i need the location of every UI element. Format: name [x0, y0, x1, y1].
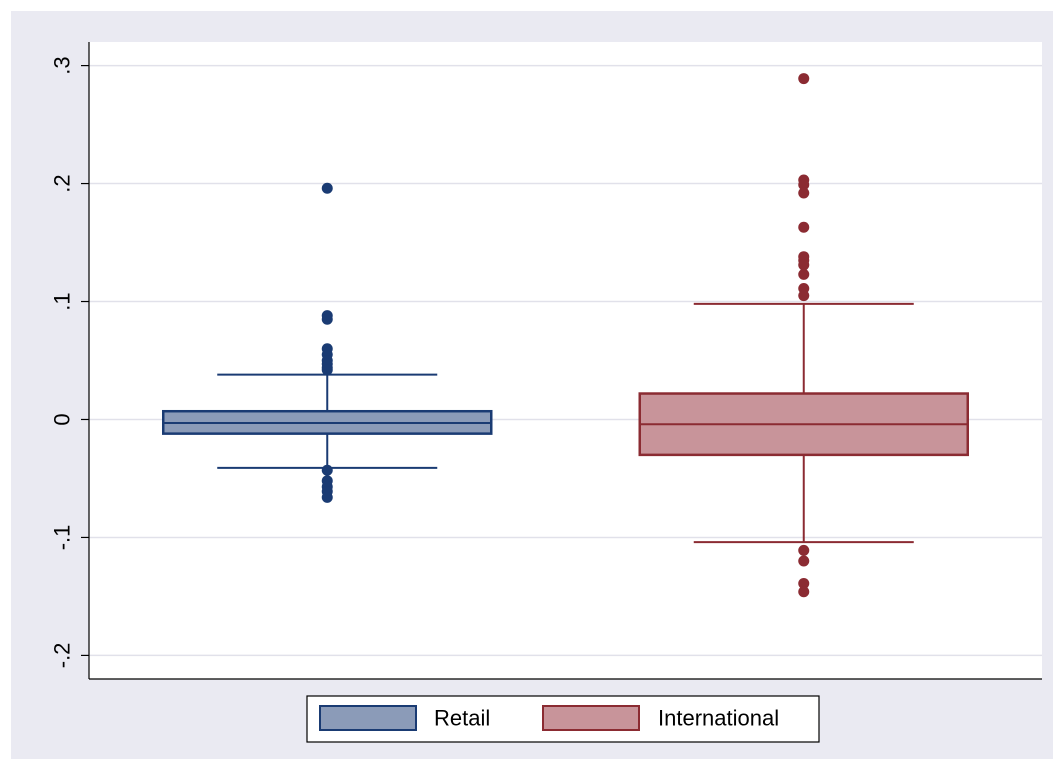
outlier-point: [321, 313, 333, 325]
outlier-point: [798, 544, 810, 556]
y-axis: -.2 -.1 0 .1 .2 .3: [50, 42, 1042, 680]
y-tick-label: -.1: [50, 525, 75, 551]
legend-label-international: International: [658, 706, 779, 731]
outlier-point: [798, 179, 810, 191]
legend: Retail International: [306, 695, 820, 743]
outlier-point: [798, 73, 810, 85]
y-tick-label: -.2: [50, 643, 75, 669]
outlier-point: [798, 290, 810, 302]
outlier-point: [798, 268, 810, 280]
outlier-point: [798, 221, 810, 233]
outlier-point: [321, 491, 333, 503]
outlier-point: [798, 577, 810, 589]
y-tick-label: .2: [50, 174, 75, 192]
legend-swatch-retail: [319, 705, 417, 731]
outlier-point: [798, 586, 810, 598]
legend-label-retail: Retail: [434, 706, 490, 731]
outlier-point: [798, 259, 810, 271]
outlier-point: [798, 187, 810, 199]
box-group-international: [638, 73, 969, 598]
y-tick-label: 0: [50, 413, 75, 425]
boxes: [162, 73, 969, 598]
y-tick-label: .1: [50, 292, 75, 310]
outlier-point: [321, 182, 333, 194]
outlier-point: [321, 364, 333, 376]
outlier-point: [321, 464, 333, 476]
box-group-retail: [162, 182, 493, 503]
y-tick-label: .3: [50, 56, 75, 74]
outlier-point: [798, 555, 810, 567]
legend-swatch-international: [542, 705, 640, 731]
plot-area: [89, 42, 1042, 679]
